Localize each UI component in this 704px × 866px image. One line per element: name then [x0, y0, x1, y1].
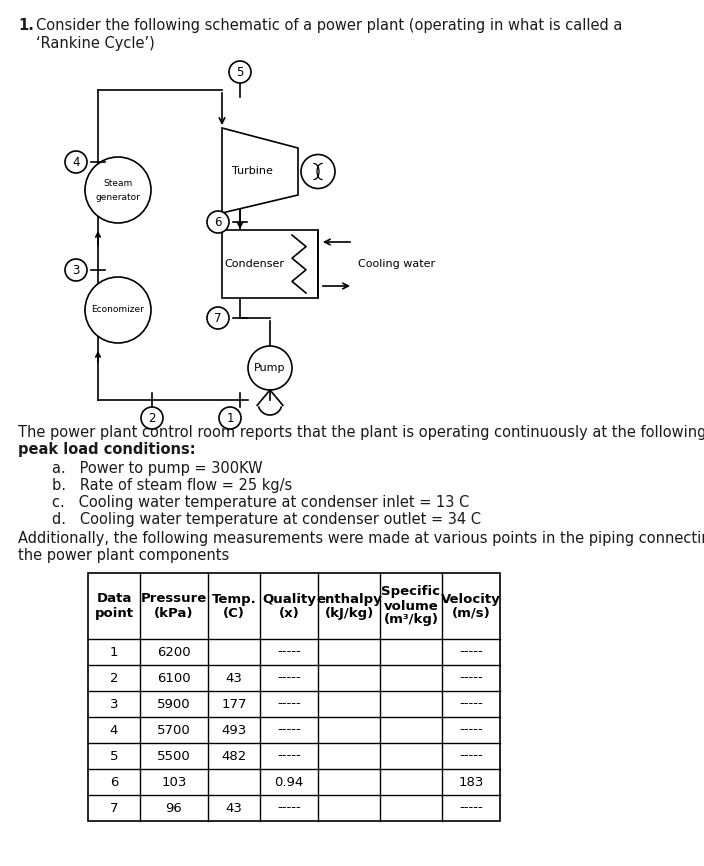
Text: 493: 493 — [221, 723, 246, 736]
Text: -----: ----- — [459, 645, 483, 658]
Text: -----: ----- — [277, 802, 301, 815]
Text: 43: 43 — [225, 802, 242, 815]
Circle shape — [65, 151, 87, 173]
Circle shape — [207, 211, 229, 233]
Text: 5500: 5500 — [157, 749, 191, 762]
Text: Temp.: Temp. — [212, 592, 256, 605]
Text: d.   Cooling water temperature at condenser outlet = 34 C: d. Cooling water temperature at condense… — [52, 512, 481, 527]
Text: 5: 5 — [110, 749, 118, 762]
Text: 7: 7 — [110, 802, 118, 815]
Text: 6100: 6100 — [157, 671, 191, 684]
Text: (x): (x) — [279, 606, 299, 619]
Text: 177: 177 — [221, 697, 246, 710]
Text: Economizer: Economizer — [92, 306, 144, 314]
Text: 3: 3 — [73, 263, 80, 276]
Text: 1.: 1. — [18, 18, 34, 33]
Circle shape — [141, 407, 163, 429]
Text: Quality: Quality — [262, 592, 316, 605]
Text: Additionally, the following measurements were made at various points in the pipi: Additionally, the following measurements… — [18, 531, 704, 546]
Text: 1: 1 — [226, 411, 234, 424]
Text: 2: 2 — [149, 411, 156, 424]
Text: 4: 4 — [110, 723, 118, 736]
Circle shape — [229, 61, 251, 83]
Text: Data: Data — [96, 592, 132, 605]
Text: 0.94: 0.94 — [275, 775, 303, 789]
Text: (C): (C) — [223, 606, 245, 619]
Text: -----: ----- — [277, 749, 301, 762]
Text: -----: ----- — [277, 697, 301, 710]
Text: the power plant components: the power plant components — [18, 548, 230, 563]
Text: Turbine: Turbine — [232, 165, 272, 176]
Text: ‘Rankine Cycle’): ‘Rankine Cycle’) — [36, 36, 155, 51]
Bar — [88, 573, 500, 821]
Text: volume: volume — [384, 599, 439, 612]
Text: a.   Power to pump = 300KW: a. Power to pump = 300KW — [52, 461, 263, 476]
Text: 6200: 6200 — [157, 645, 191, 658]
Text: -----: ----- — [277, 723, 301, 736]
Text: Steam: Steam — [103, 178, 132, 188]
Text: 103: 103 — [161, 775, 187, 789]
Text: The power plant control room reports that the plant is operating continuously at: The power plant control room reports tha… — [18, 425, 704, 440]
Text: 96: 96 — [165, 802, 182, 815]
Text: Condenser: Condenser — [224, 259, 284, 269]
Text: (m/s): (m/s) — [452, 606, 491, 619]
Text: c.   Cooling water temperature at condenser inlet = 13 C: c. Cooling water temperature at condense… — [52, 495, 470, 510]
Polygon shape — [222, 128, 298, 213]
Text: Pressure: Pressure — [141, 592, 207, 605]
Text: Pump: Pump — [254, 363, 286, 373]
Text: Cooling water: Cooling water — [358, 259, 435, 269]
Text: 482: 482 — [221, 749, 246, 762]
Text: 2: 2 — [110, 671, 118, 684]
Text: 183: 183 — [458, 775, 484, 789]
Text: -----: ----- — [277, 671, 301, 684]
Circle shape — [85, 277, 151, 343]
Text: (m³/kg): (m³/kg) — [384, 613, 439, 626]
Text: -----: ----- — [459, 723, 483, 736]
Bar — [222, 230, 318, 298]
Text: 4: 4 — [73, 156, 80, 169]
Circle shape — [207, 307, 229, 329]
Text: 6: 6 — [110, 775, 118, 789]
Text: (kJ/kg): (kJ/kg) — [325, 606, 374, 619]
Text: peak load conditions:: peak load conditions: — [18, 442, 196, 457]
Circle shape — [301, 154, 335, 189]
Text: -----: ----- — [459, 671, 483, 684]
Text: enthalpy: enthalpy — [316, 592, 382, 605]
Text: -----: ----- — [459, 697, 483, 710]
Text: Velocity: Velocity — [441, 592, 501, 605]
Text: 3: 3 — [110, 697, 118, 710]
Text: 5: 5 — [237, 66, 244, 79]
Text: point: point — [94, 606, 134, 619]
Text: b.   Rate of steam flow = 25 kg/s: b. Rate of steam flow = 25 kg/s — [52, 478, 292, 493]
Text: generator: generator — [96, 192, 140, 202]
Text: Consider the following schematic of a power plant (operating in what is called a: Consider the following schematic of a po… — [36, 18, 622, 33]
Text: (kPa): (kPa) — [154, 606, 194, 619]
Text: 6: 6 — [214, 216, 222, 229]
Text: 5700: 5700 — [157, 723, 191, 736]
Text: Specific: Specific — [382, 585, 441, 598]
Text: -----: ----- — [459, 749, 483, 762]
Text: 5900: 5900 — [157, 697, 191, 710]
Circle shape — [85, 157, 151, 223]
Text: 7: 7 — [214, 312, 222, 325]
Text: 1: 1 — [110, 645, 118, 658]
Text: -----: ----- — [459, 802, 483, 815]
Circle shape — [65, 259, 87, 281]
Text: 43: 43 — [225, 671, 242, 684]
Circle shape — [219, 407, 241, 429]
Text: -----: ----- — [277, 645, 301, 658]
Circle shape — [248, 346, 292, 390]
